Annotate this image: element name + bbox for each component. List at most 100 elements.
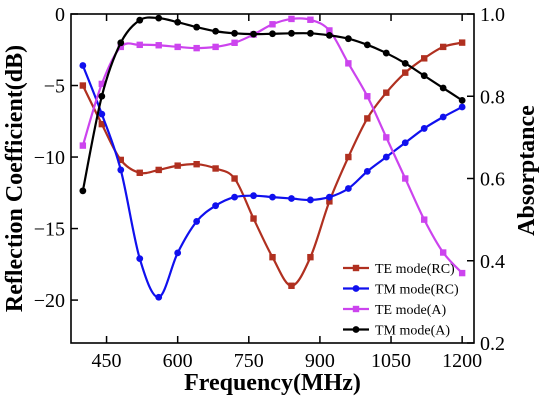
data-point — [382, 153, 390, 161]
y-left-tick-label: −15 — [34, 219, 65, 241]
data-point — [155, 14, 163, 22]
y-left-tick-label: −20 — [34, 290, 65, 312]
series-tm-mode-a — [79, 14, 466, 195]
data-point — [136, 16, 144, 24]
data-point — [326, 198, 333, 205]
data-point — [155, 166, 162, 174]
y-right-tick-label: 1.0 — [480, 4, 505, 26]
data-point — [363, 41, 371, 49]
x-tick-label: 1050 — [371, 350, 411, 372]
legend-label: TM mode(A) — [375, 324, 450, 339]
data-point — [402, 175, 409, 182]
data-point — [345, 153, 352, 161]
data-point — [231, 39, 238, 46]
data-point — [174, 18, 182, 26]
data-point — [174, 162, 181, 169]
x-tick-label: 450 — [92, 350, 122, 372]
data-point — [269, 30, 276, 38]
y-right-tick-label: 0.8 — [480, 86, 505, 108]
data-point — [231, 193, 238, 201]
data-point — [420, 125, 428, 132]
data-point — [79, 62, 87, 69]
data-point — [307, 253, 314, 261]
data-point — [383, 134, 390, 141]
data-point — [98, 92, 106, 100]
data-point — [193, 160, 200, 168]
data-point — [212, 27, 220, 35]
data-point — [193, 218, 201, 225]
y-axis-left-title: Reflection Coefficient(dB) — [2, 45, 28, 312]
data-point — [402, 69, 409, 76]
data-point — [212, 202, 220, 210]
data-point — [345, 60, 352, 67]
data-point — [325, 193, 333, 201]
data-point — [250, 215, 257, 222]
legend-marker — [352, 285, 360, 292]
x-tick-label: 900 — [305, 350, 335, 372]
data-point — [288, 195, 295, 202]
y-right-tick-label: 0.4 — [480, 251, 505, 273]
data-point — [307, 29, 314, 37]
data-point — [439, 249, 447, 256]
data-point — [288, 282, 295, 289]
data-point — [79, 187, 87, 195]
data-point — [79, 142, 87, 149]
data-point — [458, 96, 466, 104]
y-left-tick-label: −10 — [34, 147, 65, 169]
data-point — [307, 196, 314, 204]
data-point — [439, 113, 447, 121]
data-point — [155, 293, 163, 301]
x-tick-label: 1200 — [442, 350, 482, 372]
data-point — [326, 27, 333, 34]
legend-label: TM mode(RC) — [375, 283, 459, 298]
data-point — [98, 110, 106, 118]
legend-marker — [352, 264, 360, 272]
data-point — [136, 41, 143, 49]
data-point — [269, 21, 276, 28]
y-left-tick-label: 0 — [55, 4, 65, 26]
data-point — [364, 115, 371, 122]
data-point — [117, 156, 124, 164]
data-point — [79, 82, 87, 89]
data-point — [383, 89, 390, 96]
data-point — [421, 55, 428, 62]
data-point — [231, 175, 238, 182]
data-point — [439, 43, 447, 51]
x-tick-label: 600 — [163, 350, 193, 372]
legend-label: TE mode(RC) — [375, 262, 455, 277]
data-point — [193, 23, 201, 31]
data-point — [421, 216, 428, 223]
data-point — [269, 193, 276, 201]
data-point — [307, 16, 314, 23]
data-point — [363, 167, 371, 175]
data-point — [136, 255, 144, 263]
legend-marker — [352, 326, 360, 333]
data-point — [98, 120, 106, 128]
data-point — [174, 249, 182, 257]
legend: TE mode(RC) TM mode(RC) TE mode(A) TM mode(… — [343, 262, 459, 339]
data-point — [212, 165, 219, 172]
data-point — [458, 269, 466, 277]
data-point — [439, 84, 447, 92]
data-point — [250, 30, 257, 38]
data-point — [193, 44, 200, 52]
data-point — [420, 72, 428, 80]
data-point — [382, 49, 390, 57]
data-point — [98, 80, 106, 88]
data-point — [288, 15, 295, 23]
data-point — [250, 192, 257, 200]
y-right-tick-label: 0.6 — [480, 169, 505, 191]
x-axis-title: Frequency(MHz) — [184, 370, 361, 396]
data-point — [288, 29, 295, 37]
y-right-tick-label: 0.2 — [480, 333, 505, 355]
data-point — [117, 43, 124, 51]
data-point — [269, 253, 276, 261]
data-point — [136, 169, 143, 176]
data-point — [344, 35, 352, 43]
x-tick-label: 750 — [234, 350, 264, 372]
data-point — [212, 43, 219, 51]
data-point — [401, 139, 409, 147]
legend-item: TM mode(RC) — [343, 283, 459, 298]
data-point — [401, 59, 409, 67]
